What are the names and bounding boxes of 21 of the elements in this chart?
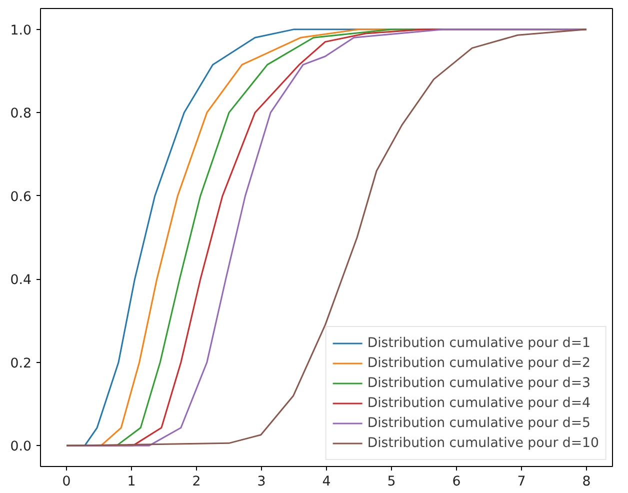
x-tick-label: 1 (127, 474, 136, 490)
y-tick-label: 0.4 (10, 273, 32, 288)
x-tick-label: 2 (192, 474, 201, 490)
y-tick-label: 0.0 (10, 440, 32, 455)
legend-label: Distribution cumulative pour d=1 (367, 336, 591, 350)
x-tick-label: 8 (582, 474, 591, 490)
legend-label: Distribution cumulative pour d=10 (367, 436, 599, 450)
legend-label: Distribution cumulative pour d=2 (367, 356, 591, 370)
y-tick-label: 0.2 (10, 356, 32, 372)
x-tick-label: 5 (387, 474, 396, 490)
legend-label: Distribution cumulative pour d=4 (367, 396, 591, 410)
x-tick-label: 6 (452, 474, 461, 490)
y-tick-label: 0.8 (10, 106, 32, 122)
legend-label: Distribution cumulative pour d=5 (367, 416, 591, 430)
x-tick-label: 4 (322, 474, 331, 490)
y-tick-label: 1.0 (10, 23, 32, 38)
y-tick-label: 0.6 (10, 190, 32, 205)
x-tick-label: 3 (257, 474, 266, 490)
x-tick-label: 7 (517, 474, 526, 490)
x-tick-label: 0 (62, 474, 71, 490)
legend-label: Distribution cumulative pour d=3 (367, 376, 591, 390)
